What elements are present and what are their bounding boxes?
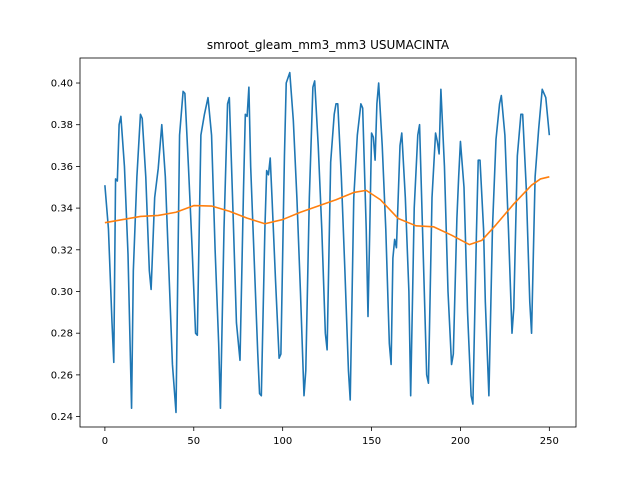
y-tick-label: 0.36 xyxy=(51,162,73,173)
series-line-2 xyxy=(104,176,550,246)
x-tick-label: 250 xyxy=(540,436,559,447)
y-tick-label: 0.26 xyxy=(51,370,73,381)
x-tick-label: 100 xyxy=(273,436,292,447)
x-tick-label: 150 xyxy=(362,436,381,447)
y-tick-label: 0.30 xyxy=(51,287,73,298)
series-line-1 xyxy=(104,71,551,414)
y-tick-label: 0.34 xyxy=(51,204,73,215)
y-tick-label: 0.32 xyxy=(51,245,73,256)
x-tick-label: 200 xyxy=(451,436,470,447)
y-tick-label: 0.28 xyxy=(51,329,73,340)
plot-area xyxy=(79,57,577,428)
x-tick-label: 0 xyxy=(102,436,108,447)
chart-title: smroot_gleam_mm3_mm3 USUMACINTA xyxy=(207,38,450,52)
x-tick-label: 50 xyxy=(187,436,200,447)
y-tick-label: 0.40 xyxy=(51,79,73,90)
series-group xyxy=(104,71,551,414)
y-tick-label: 0.24 xyxy=(51,412,73,423)
axis-ticks: 0 50 100 150 200 250 0.24 0.26 0.28 0.30 0.32 0.34 0… xyxy=(51,79,559,447)
y-tick-label: 0.38 xyxy=(51,120,73,131)
